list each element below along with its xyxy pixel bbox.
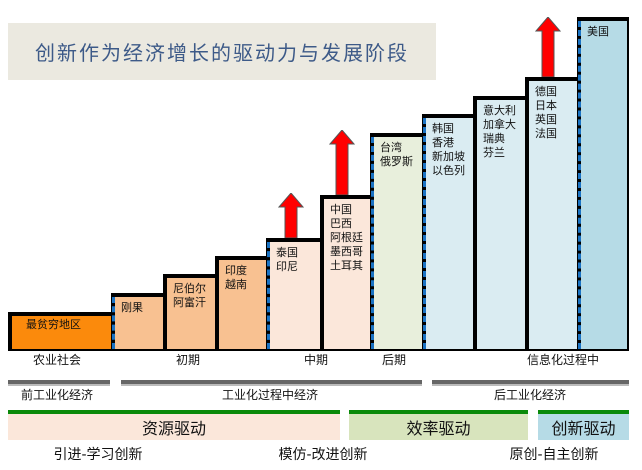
step-countries: 中国 巴西 阿根廷 墨西哥 土耳其	[330, 203, 363, 272]
step-block	[525, 77, 577, 349]
step-countries: 印度 越南	[225, 264, 247, 291]
step-countries: 韩国 香港 新加坡 以色列	[432, 122, 465, 177]
step-block	[370, 133, 422, 349]
stage-divider	[112, 297, 115, 349]
step-countries: 德国 日本 英国 法国	[535, 85, 557, 140]
driver-innovation: 创新驱动	[538, 410, 629, 440]
step-countries: 美国	[587, 25, 609, 38]
stage-label: 中期	[303, 353, 329, 367]
economy-bar	[432, 380, 629, 386]
stage-label: 农业社会	[32, 353, 82, 367]
economy-bar	[8, 380, 110, 386]
up-arrow-icon	[535, 17, 561, 77]
stage-label: 后期	[381, 353, 407, 367]
baseline	[8, 349, 629, 351]
step-countries: 尼伯尔 阿富汗	[173, 282, 206, 309]
step-countries: 最贫穷地区	[26, 318, 81, 331]
stage-divider	[423, 118, 426, 349]
innovation-mode: 原创-自主创新	[509, 447, 599, 463]
stage-divider	[578, 21, 581, 349]
step-countries: 意大利 加拿大 瑞典 芬兰	[483, 104, 516, 159]
step-block	[473, 96, 525, 349]
driver-efficiency: 效率驱动	[349, 410, 528, 440]
economy-bar	[121, 380, 422, 386]
diagram-title: 创新作为经济增长的驱动力与发展阶段	[8, 23, 436, 80]
step-block	[577, 17, 629, 349]
stage-divider	[267, 242, 270, 349]
economy-label: 前工业化经济	[20, 388, 94, 402]
step-block	[8, 312, 111, 349]
economy-label: 后工业化经济	[493, 388, 567, 402]
stage-label: 信息化过程中	[526, 353, 600, 367]
up-arrow-icon	[278, 193, 304, 238]
economy-label: 工业化过程中经济	[221, 388, 319, 402]
step-countries: 台湾 俄罗斯	[380, 141, 413, 168]
driver-resource: 资源驱动	[8, 410, 340, 440]
innovation-mode: 模仿-改进创新	[278, 447, 368, 463]
step-countries: 泰国 印尼	[276, 246, 298, 273]
step-countries: 刚果	[121, 301, 143, 314]
innovation-mode: 引进-学习创新	[53, 447, 143, 463]
step-block	[320, 195, 370, 349]
stage-divider	[371, 137, 374, 349]
stage-label: 初期	[175, 353, 201, 367]
step-block	[163, 274, 215, 349]
up-arrow-icon	[329, 130, 355, 195]
step-block	[215, 256, 266, 349]
